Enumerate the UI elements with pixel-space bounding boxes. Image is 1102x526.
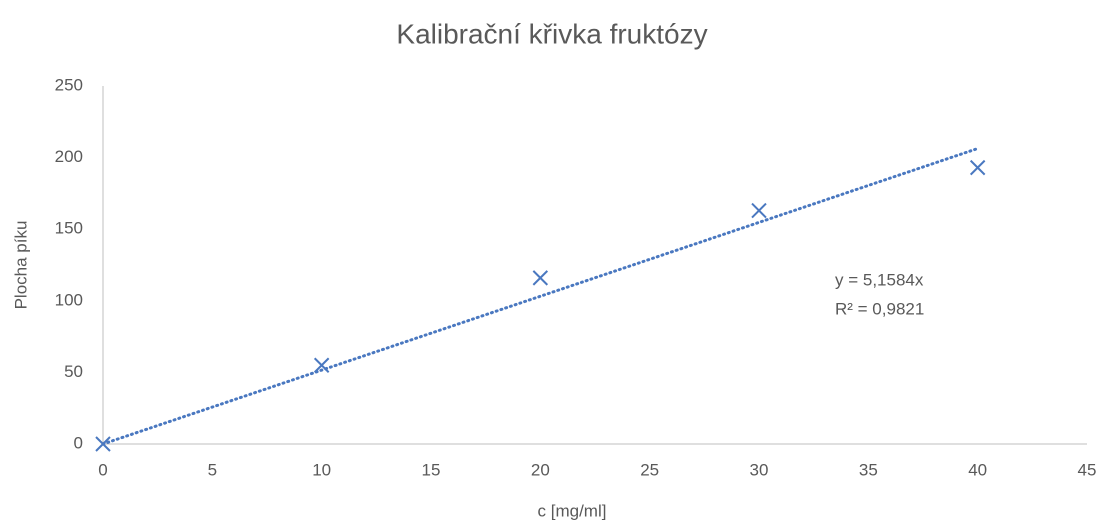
x-tick-label: 15 xyxy=(422,460,441,479)
x-tick-label: 5 xyxy=(208,460,217,479)
x-tick-label: 45 xyxy=(1078,460,1097,479)
x-tick-label: 20 xyxy=(531,460,550,479)
x-tick-label: 30 xyxy=(750,460,769,479)
y-tick-label: 100 xyxy=(55,290,83,309)
trendline-r2: R² = 0,9821 xyxy=(835,299,924,318)
y-tick-label: 250 xyxy=(55,75,83,94)
trendline xyxy=(101,147,980,446)
trendline-equation: y = 5,1584x xyxy=(835,270,924,289)
point xyxy=(95,436,111,452)
y-tick-label: 50 xyxy=(64,362,83,381)
point xyxy=(751,202,767,219)
chart-title: Kalibrační křivka fruktózy xyxy=(396,18,707,49)
x-tick-label: 25 xyxy=(640,460,659,479)
y-tick-label: 150 xyxy=(55,219,83,238)
point xyxy=(969,159,986,176)
x-tick-label: 0 xyxy=(98,460,107,479)
y-tick-label: 0 xyxy=(74,433,83,452)
point xyxy=(532,270,549,286)
y-axis-label: Plocha píku xyxy=(11,221,30,310)
x-tick-label: 35 xyxy=(859,460,878,479)
point xyxy=(313,357,330,373)
x-axis-label: c [mg/ml] xyxy=(538,501,607,520)
x-tick-label: 10 xyxy=(312,460,331,479)
x-tick-label: 40 xyxy=(968,460,987,479)
y-tick-label: 200 xyxy=(55,147,83,166)
